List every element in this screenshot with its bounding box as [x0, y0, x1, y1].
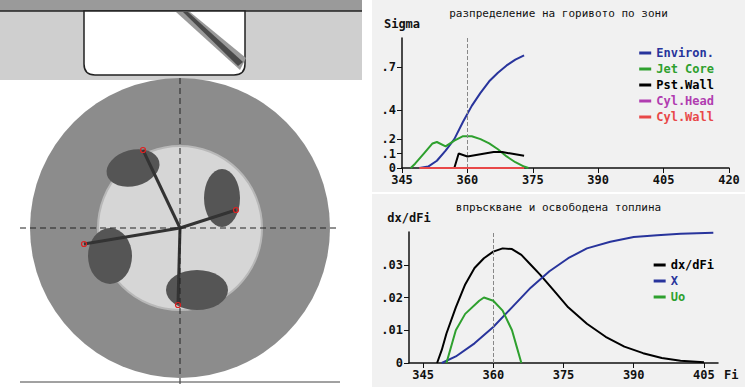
- svg-text:.1: .1: [382, 147, 396, 161]
- svg-text:.2: .2: [382, 132, 396, 146]
- svg-text:.03: .03: [381, 258, 403, 272]
- svg-text:впръскване и освободена топлин: впръскване и освободена топлина: [456, 201, 661, 214]
- svg-text:.4: .4: [382, 103, 396, 117]
- svg-text:420: 420: [718, 173, 740, 187]
- svg-text:dx/dFi: dx/dFi: [387, 211, 430, 225]
- svg-text:390: 390: [587, 173, 609, 187]
- svg-text:.7: .7: [382, 60, 396, 74]
- svg-text:375: 375: [553, 368, 575, 382]
- svg-text:0: 0: [396, 356, 403, 370]
- svg-text:405: 405: [693, 368, 715, 382]
- svg-text:разпределение на горивото по з: разпределение на горивото по зони: [449, 7, 668, 20]
- svg-text:.02: .02: [381, 291, 403, 305]
- svg-text:.01: .01: [381, 323, 403, 337]
- svg-text:345: 345: [412, 368, 434, 382]
- svg-text:Pst.Wall: Pst.Wall: [656, 78, 714, 92]
- svg-text:360: 360: [457, 173, 479, 187]
- svg-text:375: 375: [522, 173, 544, 187]
- svg-text:345: 345: [391, 173, 413, 187]
- svg-text:Fi: Fi: [724, 368, 738, 382]
- svg-text:Cyl.Wall: Cyl.Wall: [656, 110, 714, 124]
- svg-text:Jet Core: Jet Core: [656, 62, 714, 76]
- svg-text:Sigma: Sigma: [384, 17, 420, 31]
- svg-text:X: X: [671, 274, 679, 288]
- svg-text:405: 405: [653, 173, 675, 187]
- svg-text:Uo: Uo: [671, 290, 685, 304]
- svg-text:360: 360: [482, 368, 504, 382]
- svg-text:390: 390: [623, 368, 645, 382]
- svg-text:0: 0: [388, 161, 396, 175]
- svg-text:Cyl.Head: Cyl.Head: [656, 94, 714, 108]
- svg-text:dx/dFi: dx/dFi: [671, 258, 714, 272]
- svg-text:Environ.: Environ.: [656, 46, 714, 60]
